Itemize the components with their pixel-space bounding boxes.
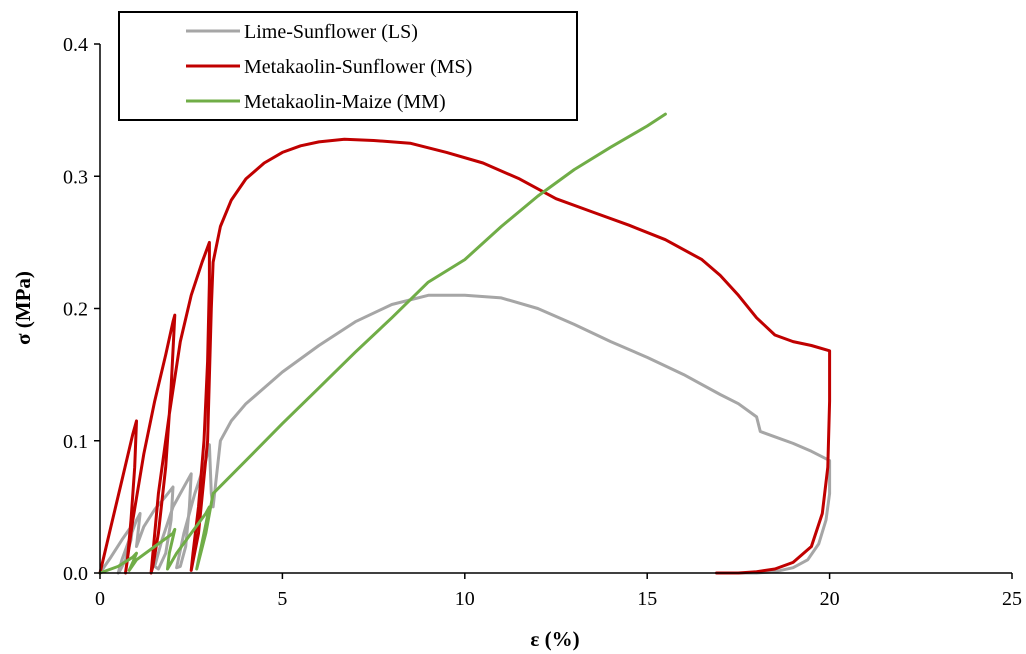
x-tick-label: 25 [1002, 588, 1022, 610]
x-tick-label: 20 [820, 588, 840, 610]
x-tick-label: 5 [277, 588, 287, 610]
x-tick-label: 10 [455, 588, 475, 610]
y-tick-label: 0.2 [63, 299, 88, 321]
series-layer [98, 112, 832, 575]
y-tick-label: 0.1 [63, 431, 88, 453]
series-line-lime-sunflower [98, 293, 832, 575]
y-tick-label: 0.4 [63, 34, 88, 56]
y-tick-label: 0.0 [63, 563, 88, 585]
y-axis-title: σ (MPa) [11, 271, 35, 345]
series-line-metakaolin-maize [98, 112, 667, 575]
x-tick-label: 0 [95, 588, 105, 610]
legend-label-ms: Metakaolin-Sunflower (MS) [244, 56, 472, 78]
axes-layer: 0 5 10 15 20 25 0.0 0.1 0.2 0.3 0.4 [63, 34, 1022, 610]
legend-label-ls: Lime-Sunflower (LS) [244, 21, 418, 43]
x-axis-title: ε (%) [530, 627, 579, 651]
series-line-metakaolin-sunflower [98, 137, 832, 575]
x-tick-label: 15 [637, 588, 657, 610]
legend: Lime-Sunflower (LS) Metakaolin-Sunflower… [118, 11, 578, 121]
y-tick-label: 0.3 [63, 166, 88, 188]
legend-label-mm: Metakaolin-Maize (MM) [244, 91, 446, 113]
